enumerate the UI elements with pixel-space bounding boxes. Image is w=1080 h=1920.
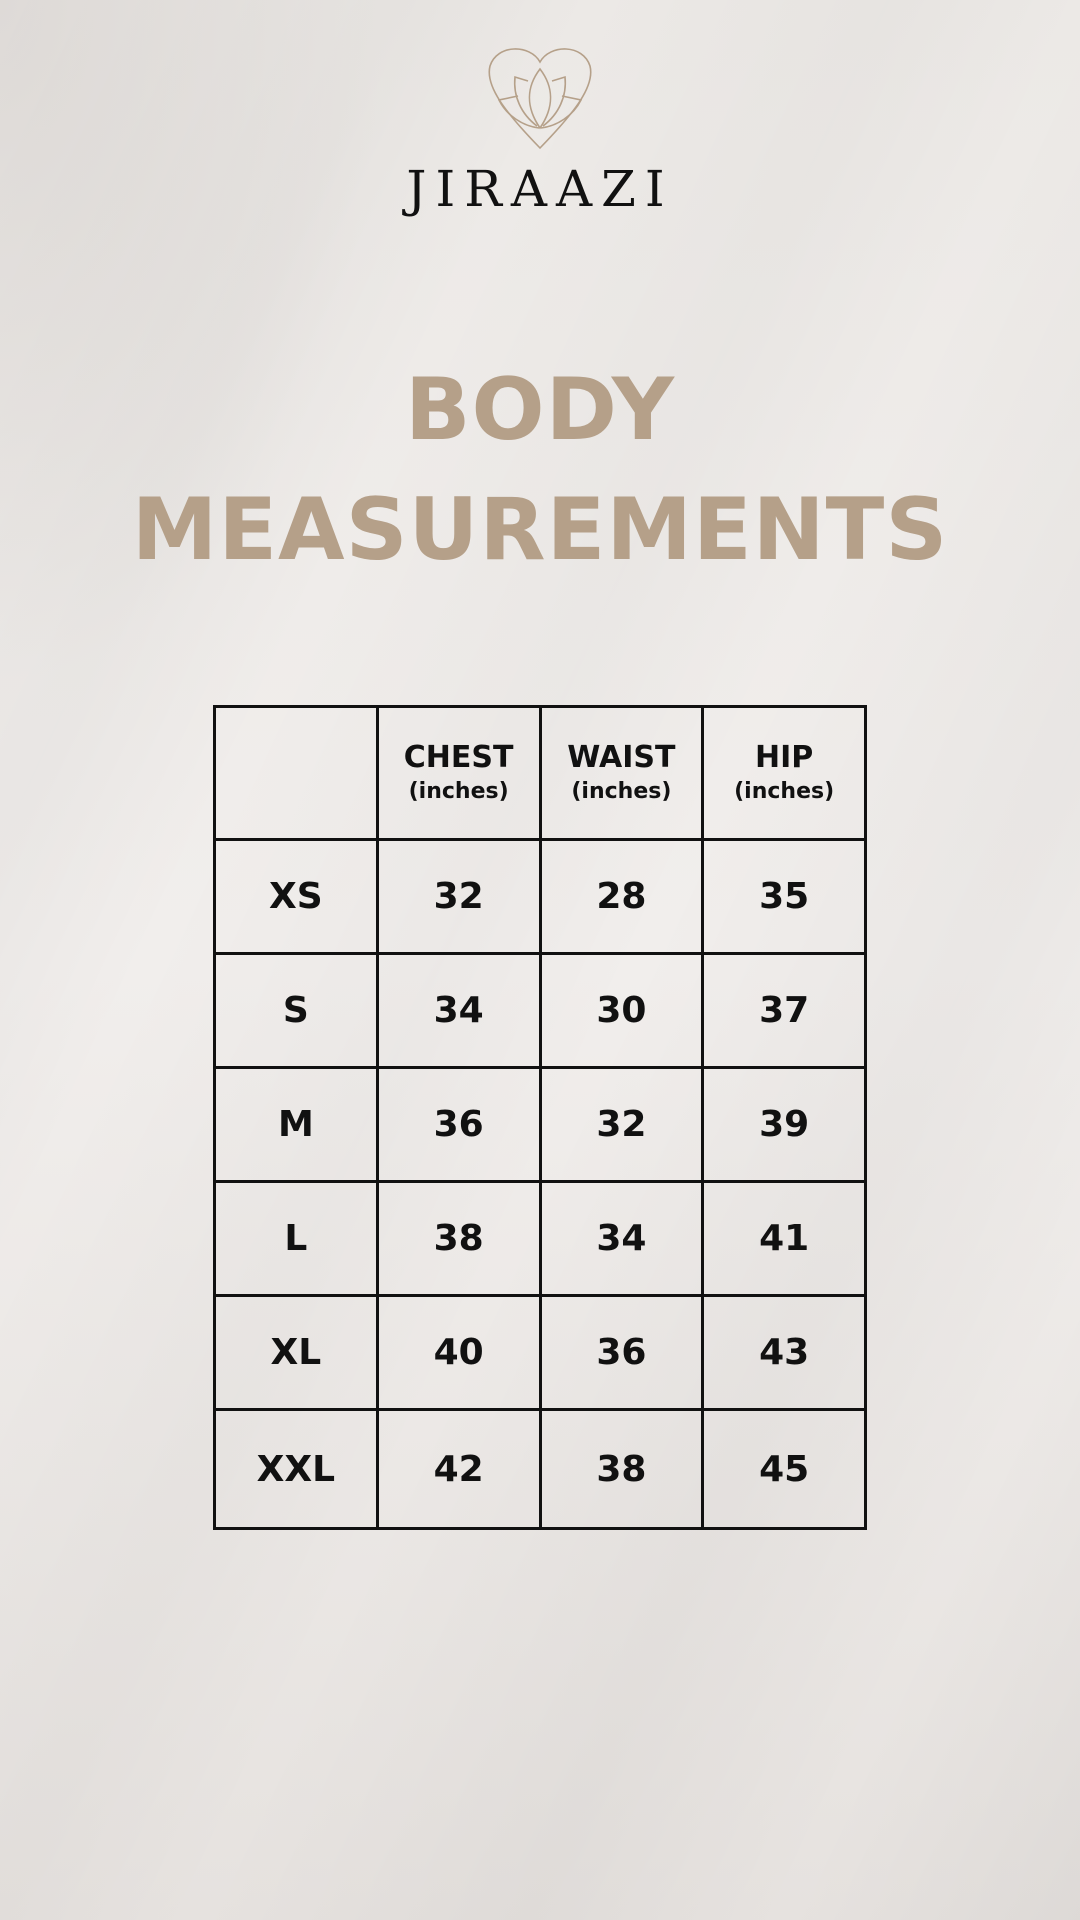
header-label: CHEST bbox=[403, 740, 514, 775]
header-cell-chest: CHEST (inches) bbox=[375, 705, 542, 841]
size-label-cell: S bbox=[213, 952, 379, 1069]
table-row: L 38 34 41 bbox=[213, 1180, 867, 1297]
measurement-cell: 38 bbox=[375, 1180, 542, 1297]
table-row: XL 40 36 43 bbox=[213, 1294, 867, 1411]
size-label-cell: L bbox=[213, 1180, 379, 1297]
header-label: HIP bbox=[754, 740, 814, 775]
size-label-cell: XS bbox=[213, 838, 379, 955]
size-label-cell: M bbox=[213, 1066, 379, 1183]
table-header-row: CHEST (inches) WAIST (inches) HIP (inches) bbox=[213, 705, 867, 841]
header-unit: (inches) bbox=[408, 779, 509, 804]
title-line-2: MEASUREMENTS bbox=[131, 480, 949, 580]
measurement-cell: 32 bbox=[538, 1066, 705, 1183]
size-chart-table: CHEST (inches) WAIST (inches) HIP (inches) … bbox=[213, 705, 867, 1530]
header-label: WAIST bbox=[567, 740, 676, 775]
size-label-cell: XL bbox=[213, 1294, 379, 1411]
heart-lotus-icon bbox=[488, 48, 592, 150]
table-row: M 36 32 39 bbox=[213, 1066, 867, 1183]
measurement-cell: 32 bbox=[375, 838, 542, 955]
measurement-cell: 34 bbox=[375, 952, 542, 1069]
title-line-1: BODY bbox=[404, 360, 676, 460]
measurement-cell: 38 bbox=[538, 1408, 705, 1530]
measurement-cell: 37 bbox=[701, 952, 867, 1069]
measurement-cell: 36 bbox=[375, 1066, 542, 1183]
measurement-cell: 36 bbox=[538, 1294, 705, 1411]
measurement-cell: 28 bbox=[538, 838, 705, 955]
brand-name: JIRAAZI bbox=[406, 160, 674, 218]
table-row: XXL 42 38 45 bbox=[213, 1408, 867, 1530]
measurement-cell: 34 bbox=[538, 1180, 705, 1297]
size-label-cell: XXL bbox=[213, 1408, 379, 1530]
header-cell-waist: WAIST (inches) bbox=[538, 705, 705, 841]
header-cell-blank bbox=[213, 705, 379, 841]
measurement-cell: 43 bbox=[701, 1294, 867, 1411]
measurement-cell: 41 bbox=[701, 1180, 867, 1297]
measurement-cell: 45 bbox=[701, 1408, 867, 1530]
measurement-cell: 40 bbox=[375, 1294, 542, 1411]
header-unit: (inches) bbox=[734, 779, 835, 804]
measurement-cell: 35 bbox=[701, 838, 867, 955]
measurement-cell: 42 bbox=[375, 1408, 542, 1530]
measurement-cell: 39 bbox=[701, 1066, 867, 1183]
measurement-cell: 30 bbox=[538, 952, 705, 1069]
table-row: S 34 30 37 bbox=[213, 952, 867, 1069]
table-row: XS 32 28 35 bbox=[213, 838, 867, 955]
header-unit: (inches) bbox=[571, 779, 672, 804]
page-title: BODY MEASUREMENTS bbox=[0, 350, 1080, 590]
header-cell-hip: HIP (inches) bbox=[701, 705, 867, 841]
